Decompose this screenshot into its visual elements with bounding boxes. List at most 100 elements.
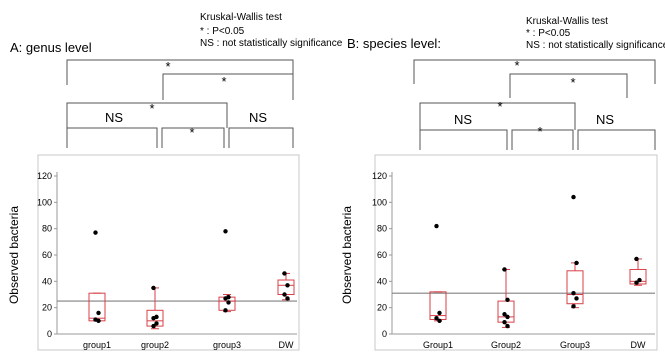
y-axis-title: Observed bacteria (7, 206, 21, 304)
data-point (505, 297, 510, 302)
data-point (96, 318, 101, 324)
legend-line-1: Kruskal-Wallis test (200, 12, 282, 23)
x-tick-label: group1 (83, 340, 111, 350)
data-point (502, 267, 507, 272)
x-tick-label: Group1 (423, 340, 453, 350)
iqr-box (277, 279, 295, 295)
data-point (571, 194, 576, 200)
bracket-line (66, 59, 294, 85)
data-point (151, 316, 156, 321)
bracket-line (577, 129, 656, 150)
y-tick-label: 0 (382, 329, 387, 339)
legend-line-3: NS : not statistically significance (200, 38, 343, 49)
bracket-label: * (165, 59, 170, 74)
box-group3 (218, 229, 236, 313)
legend-left: Kruskal-Wallis test * : P<0.05 NS : not … (200, 12, 343, 49)
data-point (634, 280, 639, 285)
iqr-box (566, 270, 584, 305)
comparison-bracket: * (413, 58, 656, 84)
bracket-line (509, 73, 628, 98)
bracket-label: * (149, 101, 154, 116)
comparison-bracket: * (511, 124, 574, 150)
box-group1 (88, 230, 106, 324)
panel-b-title: B: species level: (347, 36, 441, 51)
y-tick-label: 100 (372, 197, 387, 207)
data-point (637, 277, 642, 283)
y-tick-label: 0 (47, 329, 52, 339)
plot-frame (37, 154, 300, 351)
data-point (505, 314, 510, 320)
panel-b-chart: 0 20 40 60 80 100 120 Observed bacteria Group1 Gr… (340, 58, 658, 351)
data-point (282, 271, 287, 276)
data-point (571, 304, 576, 309)
comparison-bracket: * (66, 101, 228, 128)
bracket-label: * (514, 58, 519, 73)
data-point (151, 285, 156, 291)
data-point (226, 300, 231, 305)
bracket-line (419, 129, 508, 150)
bracket-line (511, 129, 574, 150)
bracket-label: * (497, 99, 502, 114)
box-group1 (429, 223, 447, 324)
data-point (437, 310, 442, 316)
data-point (434, 223, 439, 229)
comparison-bracket: NS (577, 112, 656, 150)
y-tick-label: 40 (42, 276, 52, 286)
y-tick-label: 100 (37, 197, 52, 207)
data-point (151, 323, 156, 329)
comparison-bracket: * (509, 73, 628, 98)
box-group3 (566, 194, 584, 309)
x-tick-label: DW (279, 340, 294, 350)
data-point (282, 292, 287, 297)
data-point (285, 283, 290, 288)
x-tick-label: Group3 (560, 340, 590, 350)
legend-line-2: * : P<0.05 (526, 28, 571, 39)
data-point (574, 296, 579, 301)
y-tick-label: 120 (37, 171, 52, 181)
bracket-label: NS (596, 112, 614, 127)
x-tick-label: DW (631, 340, 646, 350)
y-tick-label: 120 (372, 171, 387, 181)
x-tick-label: Group2 (491, 340, 521, 350)
legend-right: Kruskal-Wallis test * : P<0.05 NS : not … (526, 16, 665, 51)
box-group2 (497, 267, 515, 329)
iqr-box (497, 300, 515, 323)
comparison-bracket: * (161, 125, 225, 148)
y-tick-label: 20 (42, 303, 52, 313)
plot-frame (374, 154, 658, 351)
y-tick-label: 60 (377, 250, 387, 260)
y-tick-label: 80 (377, 224, 387, 234)
y-tick-label: 40 (377, 276, 387, 286)
bracket-line (66, 127, 158, 148)
box-dw (629, 256, 647, 286)
y-tick-label: 80 (42, 224, 52, 234)
data-point (505, 323, 510, 329)
data-point (634, 256, 639, 262)
bracket-label: * (221, 74, 226, 89)
bracket-line (419, 102, 576, 130)
data-point (574, 260, 579, 266)
y-axis-title: Observed bacteria (340, 206, 354, 304)
bracket-label: * (570, 75, 575, 90)
iqr-box (88, 292, 106, 322)
bracket-line (162, 73, 294, 100)
comparison-bracket: NS (66, 110, 158, 148)
comparison-bracket: NS (419, 112, 508, 150)
bracket-label: * (189, 125, 194, 140)
data-point (502, 312, 507, 317)
panel-a-title: A: genus level (10, 40, 92, 55)
bracket-label: NS (249, 110, 267, 125)
bracket-line (413, 59, 656, 84)
legend-line-1: Kruskal-Wallis test (526, 16, 608, 27)
comparison-bracket: * (66, 59, 294, 85)
data-point (285, 296, 290, 301)
x-tick-label: group3 (213, 340, 241, 350)
y-tick-label: 60 (42, 250, 52, 260)
bracket-line (161, 127, 225, 148)
x-tick-label: group2 (141, 340, 169, 350)
data-point (502, 319, 507, 325)
data-point (93, 230, 98, 235)
data-point (96, 310, 101, 316)
box-dw (277, 271, 295, 301)
